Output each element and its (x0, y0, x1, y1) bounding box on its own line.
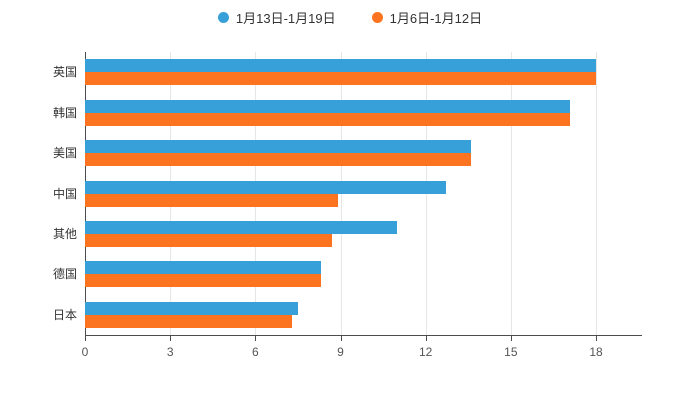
y-category-label: 英国 (52, 65, 77, 80)
x-axis-tick (255, 336, 257, 341)
bar (85, 99, 571, 113)
x-axis-tick (425, 336, 427, 341)
y-category-label: 其他 (52, 226, 77, 241)
x-axis-tick (85, 336, 86, 341)
bar (85, 233, 332, 247)
y-category-label: 日本 (52, 307, 77, 322)
bar (85, 301, 298, 315)
x-axis-tick (510, 336, 512, 341)
x-tick-label: 0 (81, 345, 89, 359)
x-tick-label: 15 (504, 345, 518, 359)
bar (85, 314, 293, 328)
bar (85, 274, 321, 288)
legend-item-week2[interactable]: 1月13日-1月19日 (217, 8, 336, 27)
legend-item-week1[interactable]: 1月6日-1月12日 (371, 8, 483, 27)
x-tick-label: 6 (251, 345, 259, 359)
gridline (596, 52, 597, 335)
x-tick-label: 12 (418, 345, 433, 359)
bar (85, 112, 571, 126)
bar (85, 193, 338, 207)
bar (85, 59, 596, 73)
y-category-label: 韩国 (52, 105, 77, 120)
y-category-label: 中国 (52, 186, 77, 201)
legend: 1月13日-1月19日 1月6日-1月12日 (0, 8, 700, 27)
x-axis-tick (340, 336, 342, 341)
legend-marker-blue-icon (217, 12, 229, 23)
bar (85, 220, 398, 234)
gridline (425, 52, 427, 335)
legend-label-week2: 1月13日-1月19日 (235, 11, 336, 26)
x-axis-tick (170, 336, 172, 341)
gridline (510, 52, 512, 335)
bar (85, 153, 472, 167)
legend-marker-orange-icon (371, 12, 383, 23)
bar (85, 72, 596, 86)
bar (85, 261, 321, 275)
x-tick-label: 18 (589, 345, 603, 359)
x-tick-label: 3 (166, 345, 174, 359)
legend-label-week1: 1月6日-1月12日 (389, 11, 483, 26)
gridline (340, 52, 342, 335)
x-axis-line (85, 335, 642, 336)
bar (85, 180, 446, 194)
bar (85, 140, 472, 154)
x-axis-tick (596, 336, 597, 341)
y-category-label: 美国 (52, 146, 77, 161)
y-category-label: 德国 (52, 267, 77, 282)
x-tick-label: 9 (337, 345, 344, 359)
plot-area: 0 3 6 9 12 15 18 英国韩国美国中国其他德国日本 (53, 52, 642, 359)
